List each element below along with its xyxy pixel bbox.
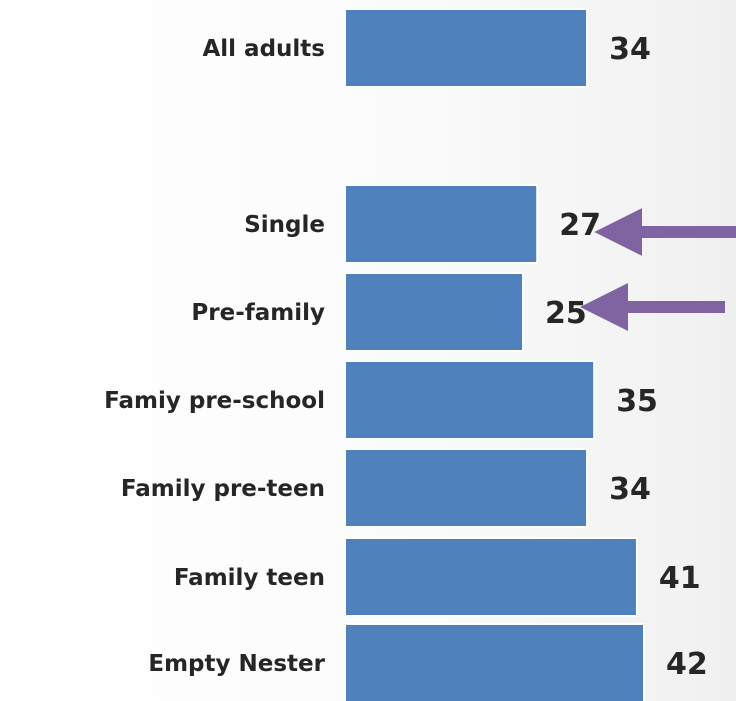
category-label-pre-family: Pre-family xyxy=(191,300,325,326)
value-label-family-teen: 41 xyxy=(659,561,701,596)
value-label-family-pre-teen: 34 xyxy=(609,472,651,507)
value-label-empty-nester: 42 xyxy=(666,647,708,682)
bar-family-pre-teen xyxy=(344,448,589,528)
category-label-family-pre-teen: Family pre-teen xyxy=(121,476,325,502)
bar-all-adults xyxy=(344,8,589,88)
category-label-famiy-pre-school: Famiy pre-school xyxy=(104,388,325,414)
category-label-family-teen: Family teen xyxy=(174,565,325,591)
bar-famiy-pre-school xyxy=(344,360,596,440)
category-label-empty-nester: Empty Nester xyxy=(148,651,325,677)
bar-family-teen xyxy=(344,537,638,617)
value-label-famiy-pre-school: 35 xyxy=(616,384,658,419)
value-label-pre-family: 25 xyxy=(545,296,587,331)
value-label-single: 27 xyxy=(559,208,601,243)
value-label-all-adults: 34 xyxy=(609,32,651,67)
bar-single xyxy=(344,184,539,264)
category-label-single: Single xyxy=(244,212,325,238)
category-label-all-adults: All adults xyxy=(202,36,325,62)
bar-empty-nester xyxy=(344,623,646,701)
bar-pre-family xyxy=(344,272,524,352)
